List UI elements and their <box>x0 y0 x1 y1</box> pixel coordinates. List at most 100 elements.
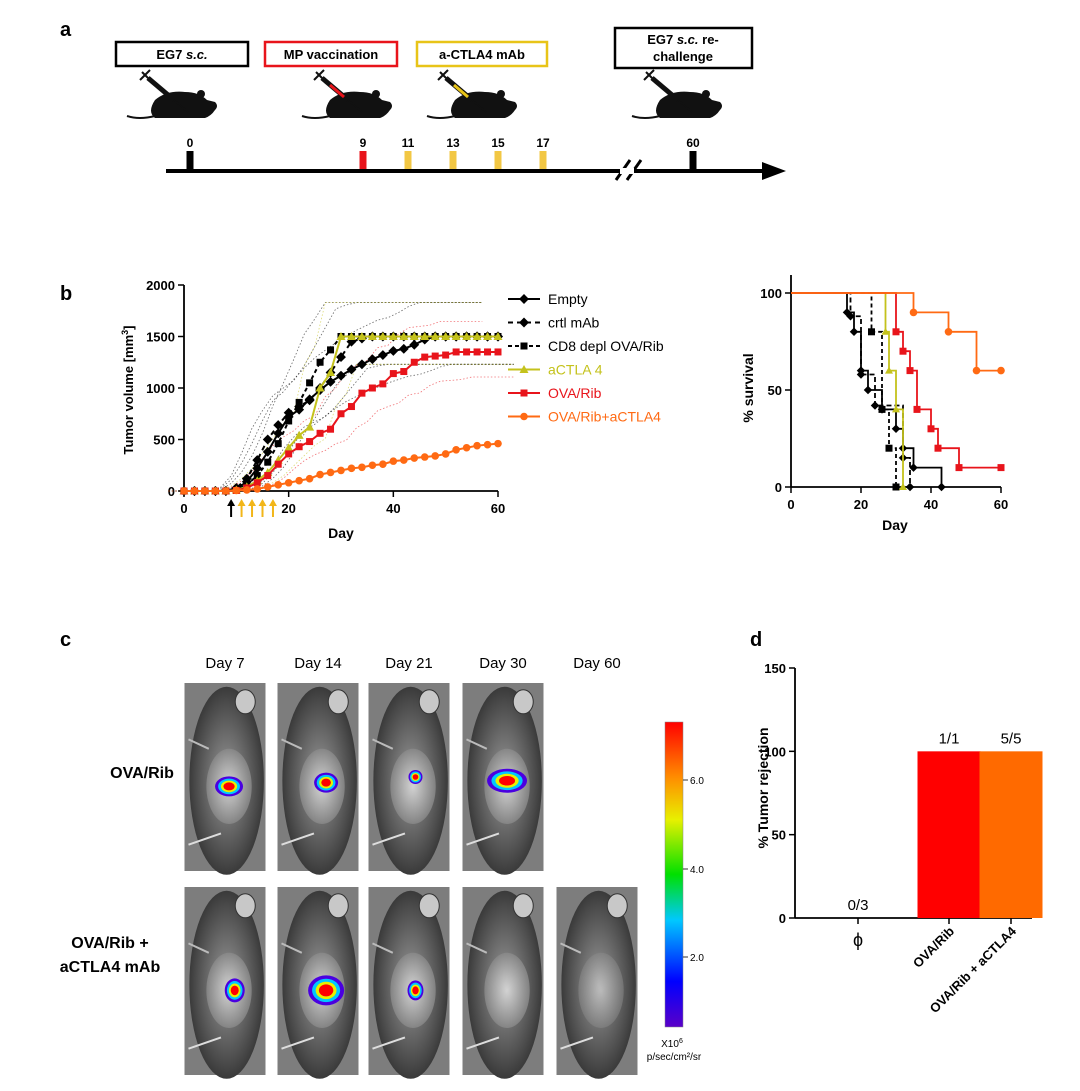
y-tick-label: 100 <box>764 744 786 759</box>
data-point <box>273 428 284 439</box>
timeline-panel: EG7 s.c. MP vaccination a-CTLA4 mAb EG7 … <box>114 26 786 181</box>
data-point <box>253 485 262 493</box>
injection-arrowhead <box>258 499 267 506</box>
y-tick-label: 100 <box>760 286 782 301</box>
bar-ova-rib <box>917 751 981 918</box>
legend-label: Empty <box>548 291 588 307</box>
timeline-day-label: 11 <box>402 136 415 150</box>
legend-marker <box>519 317 529 328</box>
data-point <box>473 441 481 450</box>
individual-trace <box>168 302 483 492</box>
mouse-ear <box>418 893 440 919</box>
data-point <box>262 446 273 457</box>
legend-label: CD8 depl OVA/Rib <box>548 338 664 354</box>
survival-marker <box>909 463 918 472</box>
data-point <box>473 348 481 356</box>
injection-arrowhead <box>248 499 257 506</box>
mouse-image-tile <box>462 683 544 875</box>
y-tick-label: 0 <box>168 484 175 499</box>
data-point <box>462 332 472 340</box>
y-tick-label: 50 <box>768 383 782 398</box>
survival-marker <box>913 405 921 413</box>
mouse-leg <box>281 738 303 750</box>
mouse-leg <box>372 942 394 954</box>
scale-tick-label: 2.0 <box>690 953 704 964</box>
mouse-leg <box>188 942 210 954</box>
tumor-rejection-chart: % Tumor rejection 0 50 100 150 0/3 ϕ 1/1 OVA/R… <box>755 661 1043 1016</box>
mouse-belly <box>390 748 436 825</box>
survival-marker <box>892 483 900 491</box>
mouse-leg <box>281 832 315 846</box>
data-point <box>305 474 314 483</box>
mouse-ear <box>327 689 349 715</box>
syringe-icon <box>438 70 486 112</box>
timeline-day-label: 17 <box>536 136 550 150</box>
data-point <box>326 468 335 477</box>
mouse-icon <box>426 89 518 119</box>
individual-trace <box>199 363 514 492</box>
data-point <box>442 351 450 359</box>
data-point <box>284 478 293 487</box>
data-point <box>346 332 356 340</box>
timeline-tick-day-13 <box>449 151 457 169</box>
timeline-tick-day-11 <box>404 151 412 169</box>
data-point <box>409 332 419 340</box>
individual-trace <box>199 363 514 492</box>
mouse-belly <box>578 952 624 1028</box>
survival-marker <box>899 483 907 490</box>
survival-marker <box>885 366 893 374</box>
data-point <box>253 479 261 487</box>
data-point <box>431 452 440 460</box>
data-point <box>483 440 492 449</box>
mouse-image-tile <box>368 683 450 875</box>
bioluminescence-signal <box>499 775 516 786</box>
mouse-ear <box>418 689 440 715</box>
data-point <box>336 370 346 381</box>
survival-marker <box>863 385 873 395</box>
data-point <box>315 383 325 392</box>
mouse-icon <box>631 89 723 119</box>
imaging-day-label: Day 14 <box>294 655 342 672</box>
mouse-image-tile <box>368 887 450 1079</box>
survival-marker <box>870 401 880 410</box>
tumor-chart-legend: Empty crtl mAb CD8 depl OVA/Rib aCTLA 4 OVA/… <box>508 291 664 425</box>
legend-marker <box>519 365 529 373</box>
survival-line-ova-rib-actla4 <box>791 292 1001 372</box>
radiance-scale-unit-line2: p/sec/cm²/sr <box>647 1052 702 1063</box>
mouse-ear <box>512 893 534 919</box>
bar-ova-rib-actla4 <box>979 751 1043 918</box>
x-tick-label: 0 <box>787 497 794 512</box>
data-point <box>285 417 293 425</box>
mouse-icon <box>301 89 393 119</box>
data-point <box>285 450 293 458</box>
mouse-leg <box>466 942 488 954</box>
individual-trace <box>168 320 483 492</box>
data-point <box>316 429 324 437</box>
individual-trace <box>199 363 514 492</box>
timeline-box-eg7-label: EG7 s.c. <box>156 47 207 62</box>
rejection-chart-ylabel: % Tumor rejection <box>755 727 771 848</box>
data-point <box>410 454 419 462</box>
data-point <box>356 359 367 370</box>
mouse-leg <box>372 832 406 846</box>
data-point <box>262 434 273 445</box>
y-tick-label: 50 <box>772 828 786 843</box>
data-point <box>347 403 355 411</box>
survival-marker <box>849 327 859 337</box>
survival-marker <box>906 367 914 375</box>
mouse-leg <box>188 1036 222 1050</box>
imaging-day-label: Day 30 <box>479 655 527 672</box>
legend-label: OVA/Rib+aCTLA4 <box>548 409 661 425</box>
data-point <box>388 332 398 340</box>
data-point <box>336 332 346 340</box>
data-point <box>420 332 430 340</box>
survival-marker <box>927 425 935 433</box>
mouse-leg <box>466 1036 500 1050</box>
mouse-leg <box>466 832 500 846</box>
syringe-icon <box>314 70 362 112</box>
data-point <box>304 395 315 406</box>
data-point <box>325 376 336 387</box>
scale-tick-label: 6.0 <box>690 776 704 787</box>
data-point <box>337 466 345 475</box>
